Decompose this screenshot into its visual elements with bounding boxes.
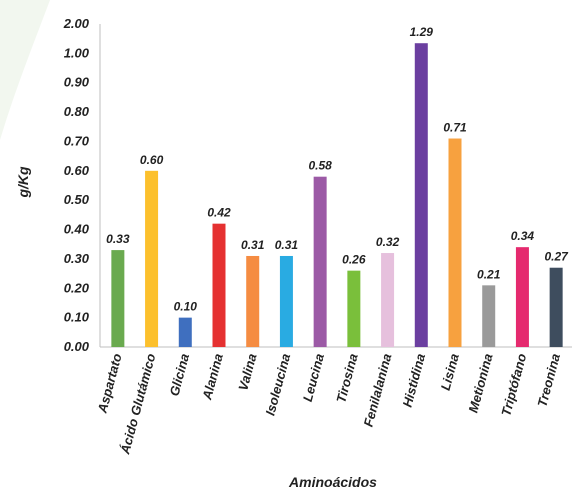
- data-label: 0.32: [376, 235, 400, 249]
- data-label: 0.34: [511, 229, 535, 243]
- y-tick-label: 0.80: [64, 104, 90, 119]
- bar-metionina: [482, 285, 496, 347]
- data-label: 0.10: [174, 300, 198, 314]
- bar-tirosina: [347, 270, 361, 347]
- x-tick-label: Ácido Glutámico: [117, 352, 158, 457]
- x-tick-label: Triptófano: [498, 352, 529, 418]
- y-tick-label: 1.00: [64, 45, 90, 60]
- data-label: 0.26: [342, 253, 366, 267]
- y-tick-label: 0.70: [64, 133, 90, 148]
- y-tick-label: 0.10: [64, 310, 90, 325]
- bar-histidina: [414, 43, 428, 348]
- bar-leucina: [313, 176, 327, 347]
- data-label: 1.29: [410, 25, 434, 39]
- x-axis-title: Aminoácidos: [288, 474, 377, 490]
- x-tick-label: Lisina: [438, 352, 462, 392]
- x-tick-label: Tirosina: [333, 352, 361, 405]
- y-tick-label: 0.60: [64, 163, 90, 178]
- bar-glicina: [178, 317, 192, 347]
- bar-isoleucina: [279, 255, 293, 347]
- bar-fenilalanina: [381, 253, 395, 347]
- x-tick-label: Isoleucina: [262, 352, 293, 417]
- y-tick-label: 2.00: [63, 16, 90, 31]
- y-tick-label: 0.40: [64, 222, 90, 237]
- data-label: 0.71: [443, 121, 467, 135]
- bar-aspartato: [111, 250, 125, 347]
- data-label: 0.33: [106, 232, 130, 246]
- bar-alanina: [212, 223, 226, 347]
- y-tick-label: 0.00: [64, 339, 90, 354]
- x-tick-label: Glicina: [166, 352, 192, 398]
- data-label: 0.31: [241, 238, 265, 252]
- x-tick-label: Fenilalanina: [361, 352, 395, 428]
- x-tick-label: Metionina: [465, 352, 495, 414]
- data-label: 0.60: [140, 153, 164, 167]
- y-tick-label: 0.30: [64, 251, 90, 266]
- data-label: 0.42: [207, 206, 231, 220]
- y-axis-title: g/Kg: [15, 166, 31, 199]
- y-tick-label: 0.50: [64, 192, 90, 207]
- bar-lisina: [448, 138, 462, 347]
- bar-ácido-glutámico: [145, 170, 159, 347]
- x-tick-label: Leucina: [300, 352, 327, 403]
- data-label: 0.58: [308, 159, 332, 173]
- x-tick-label: Treonina: [534, 352, 563, 409]
- x-tick-label: Aspartato: [94, 352, 124, 416]
- bar-triptófano: [515, 247, 529, 347]
- y-tick-label: 0.20: [64, 280, 90, 295]
- x-tick-label: Valina: [235, 352, 259, 392]
- y-axis-title-group: g/Kg: [15, 166, 31, 199]
- bar-treonina: [549, 267, 563, 347]
- x-tick-label: Histidina: [399, 352, 428, 409]
- bar-valina: [246, 255, 260, 347]
- data-label: 0.21: [477, 267, 501, 281]
- data-label: 0.31: [275, 238, 299, 252]
- x-tick-label: Alanina: [199, 352, 226, 402]
- data-label: 0.27: [544, 250, 569, 264]
- y-tick-label: 0.90: [64, 75, 90, 90]
